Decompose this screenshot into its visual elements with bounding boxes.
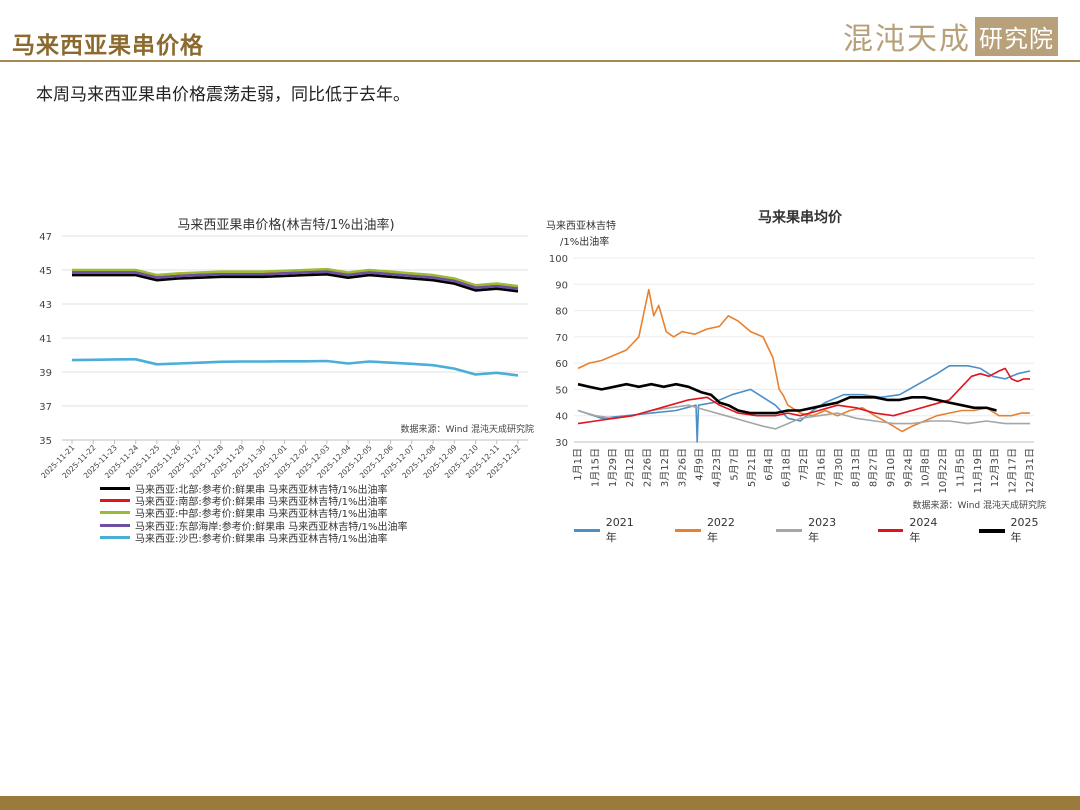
legend-swatch xyxy=(574,529,600,532)
legend-label: 2023年 xyxy=(808,516,837,544)
y-tick-label: 60 xyxy=(555,359,568,370)
legend-swatch xyxy=(100,486,130,490)
x-tick-label: 11月5日 xyxy=(954,448,966,487)
legend-item: 马来西亚:沙巴:参考价:鲜果串 马来西亚林吉特/1%出油率 xyxy=(100,532,408,546)
fresh-fruit-bunch-price-chart: 马来西亚果串价格(林吉特/1%出油率) 数据来源：Wind 混沌天成研究院 35… xyxy=(39,217,534,478)
legend-item: 马来西亚:北部:参考价:鲜果串 马来西亚林吉特/1%出油率 xyxy=(100,482,408,496)
chart-source: 数据来源：Wind 混沌天成研究院 xyxy=(913,499,1046,511)
x-tick-label: 9月24日 xyxy=(902,448,914,487)
x-tick-label: 6月4日 xyxy=(763,448,775,481)
y-tick-label: 41 xyxy=(39,334,52,345)
x-tick-label: 8月13日 xyxy=(850,448,862,487)
x-tick-label: 4月9日 xyxy=(694,448,706,481)
y-tick-label: 90 xyxy=(555,280,568,291)
legend-swatch xyxy=(100,523,130,527)
x-tick-label: 7月2日 xyxy=(798,448,810,481)
y-tick-label: 45 xyxy=(39,266,52,277)
series-line-4 xyxy=(71,358,519,377)
x-tick-label: 11月19日 xyxy=(972,448,984,493)
legend-swatch xyxy=(675,529,701,532)
y-tick-label: 50 xyxy=(555,385,568,396)
legend-swatch xyxy=(978,528,1005,533)
y-tick-label: 80 xyxy=(555,307,568,318)
legend-item: 马来西亚:中部:参考价:鲜果串 马来西亚林吉特/1%出油率 xyxy=(100,507,408,521)
x-tick-label: 3月26日 xyxy=(676,448,688,487)
legend-label: 马来西亚:南部:参考价:鲜果串 马来西亚林吉特/1%出油率 xyxy=(135,497,388,509)
chart-source: 数据来源：Wind 混沌天成研究院 xyxy=(401,423,534,435)
y-tick-label: 70 xyxy=(555,333,568,344)
legend-label: 2024年 xyxy=(909,516,938,544)
y-tick-label: 47 xyxy=(39,232,52,243)
footer-bar xyxy=(0,796,1080,810)
x-tick-label: 7月30日 xyxy=(833,448,845,487)
chart-title: 马来果串均价 xyxy=(758,209,843,226)
series-line-3 xyxy=(72,270,519,290)
page-subtitle: 本周马来西亚果串价格震荡走弱，同比低于去年。 xyxy=(36,85,410,105)
x-tick-label: 8月27日 xyxy=(868,448,880,487)
legend-swatch xyxy=(100,499,130,503)
y-tick-label: 37 xyxy=(39,402,52,413)
legend-item: 2024年 xyxy=(877,516,943,545)
x-tick-label: 12月3日 xyxy=(989,448,1001,487)
series-line-2 xyxy=(72,267,519,288)
legend-item: 2025年 xyxy=(978,516,1044,545)
legend-label: 2022年 xyxy=(706,516,735,544)
x-tick-label: 2月26日 xyxy=(642,448,654,487)
legend-item: 马来西亚:南部:参考价:鲜果串 马来西亚林吉特/1%出油率 xyxy=(100,494,408,509)
legend-label: 马来西亚:东部海岸:参考价:鲜果串 马来西亚林吉特/1%出油率 xyxy=(135,521,408,533)
x-tick-label: 6月18日 xyxy=(781,448,793,487)
y-tick-label: 43 xyxy=(39,300,52,311)
x-tick-label: 12月17日 xyxy=(1007,448,1019,493)
x-tick-label: 1月29日 xyxy=(607,448,619,487)
logo-box-text: 研究院 xyxy=(975,16,1058,56)
y-tick-label: 35 xyxy=(39,436,52,447)
y-tick-label: 100 xyxy=(549,254,568,265)
legend-label: 2021年 xyxy=(605,516,634,544)
y-tick-label: 40 xyxy=(555,412,568,423)
series-line-1 xyxy=(577,288,1030,433)
x-tick-label: 9月10日 xyxy=(885,448,897,487)
x-tick-label: 5月7日 xyxy=(728,448,740,481)
legend-item: 2021年 xyxy=(574,516,639,545)
chart2-legend: 2021年 2022年 2023年 2024年 2025年 xyxy=(574,516,1080,545)
legend-item: 2022年 xyxy=(675,516,740,545)
page-title: 马来西亚果串价格 xyxy=(12,33,204,59)
company-logo: 混沌天成 研究院 xyxy=(843,14,1058,58)
series-line-0 xyxy=(72,273,519,293)
legend-swatch xyxy=(100,511,130,515)
x-tick-label: 2月12日 xyxy=(624,448,636,487)
x-tick-label: 1月15日 xyxy=(589,448,601,487)
legend-swatch xyxy=(100,536,130,540)
legend-item: 2023年 xyxy=(776,516,841,545)
legend-swatch xyxy=(776,529,803,532)
logo-main-text: 混沌天成 xyxy=(843,22,971,57)
legend-label: 马来西亚:北部:参考价:鲜果串 马来西亚林吉特/1%出油率 xyxy=(135,484,388,496)
legend-item: 马来西亚:东部海岸:参考价:鲜果串 马来西亚林吉特/1%出油率 xyxy=(100,519,408,533)
legend-swatch xyxy=(877,529,904,532)
x-tick-label: 10月22日 xyxy=(937,448,949,493)
legend-label: 马来西亚:沙巴:参考价:鲜果串 马来西亚林吉特/1%出油率 xyxy=(135,534,388,546)
series-line-2 xyxy=(577,404,1030,430)
x-tick-label: 12月31日 xyxy=(1024,448,1036,493)
series-line-3 xyxy=(577,367,1030,425)
x-tick-label: 1月1日 xyxy=(572,448,584,481)
chart-title: 马来西亚果串价格(林吉特/1%出油率) xyxy=(177,217,394,233)
series-line-0 xyxy=(577,365,1031,443)
x-tick-label: 3月12日 xyxy=(659,448,671,487)
x-tick-label: 7月16日 xyxy=(815,448,827,487)
average-fruit-bunch-price-chart: 马来果串均价 数据来源：Wind 混沌天成研究院 马来西亚林吉特/1%出油率 30… xyxy=(546,209,1046,511)
legend-label: 2025年 xyxy=(1010,516,1039,544)
x-tick-label: 10月8日 xyxy=(920,448,932,487)
y-axis-title-line2: /1%出油率 xyxy=(560,235,609,248)
series-line-4 xyxy=(577,382,997,415)
x-tick-label: 4月23日 xyxy=(711,448,723,487)
chart1-legend: 马来西亚:北部:参考价:鲜果串 马来西亚林吉特/1%出油率 马来西亚:南部:参考价… xyxy=(100,482,408,546)
x-tick-label: 5月21日 xyxy=(746,448,758,487)
y-tick-label: 39 xyxy=(39,368,52,379)
header-divider xyxy=(0,60,1080,62)
legend-label: 马来西亚:中部:参考价:鲜果串 马来西亚林吉特/1%出油率 xyxy=(135,509,388,521)
y-axis-title-line1: 马来西亚林吉特 xyxy=(546,219,616,232)
y-tick-label: 30 xyxy=(555,438,568,449)
